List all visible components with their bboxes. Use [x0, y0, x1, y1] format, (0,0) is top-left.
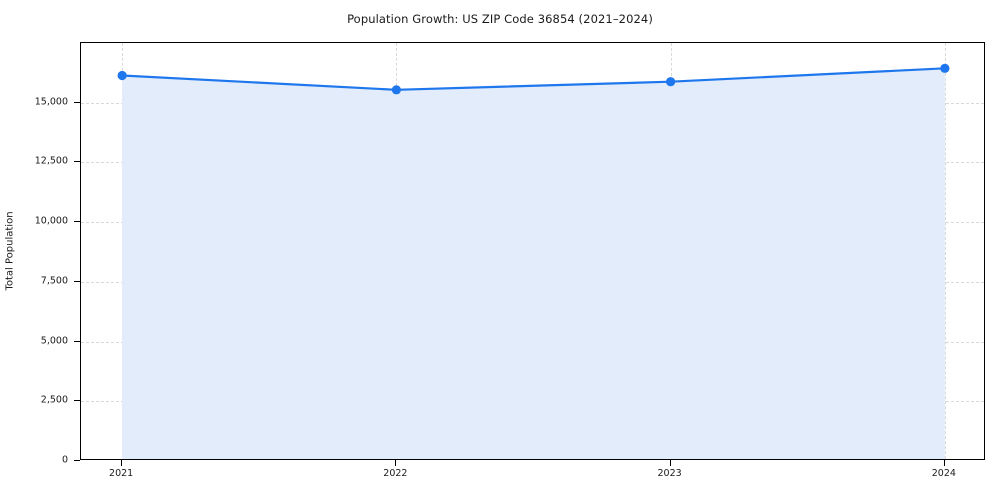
- y-axis-tick-label: 5,000: [40, 335, 68, 347]
- data-point-marker: [666, 77, 676, 87]
- series-markers: [117, 63, 950, 95]
- x-axis-tick-mark: [395, 460, 397, 466]
- x-axis-tick-mark: [121, 460, 123, 466]
- y-axis-tick-label: 0: [61, 454, 68, 466]
- y-axis-tick-label: 2,500: [40, 394, 68, 406]
- y-axis-tick-label: 15,000: [34, 96, 68, 108]
- x-axis-tick-mark: [943, 460, 945, 466]
- y-axis-tick-label: 10,000: [34, 215, 68, 227]
- x-axis-tick-mark: [669, 460, 671, 466]
- y-axis-tick-mark: [74, 101, 80, 103]
- y-axis-tick-label: 7,500: [40, 275, 68, 287]
- y-axis-tick-mark: [74, 221, 80, 223]
- y-axis-tick-mark: [74, 400, 80, 402]
- data-point-marker: [940, 63, 950, 73]
- x-axis-tick-label: 2024: [931, 468, 956, 479]
- y-axis-tick-mark: [74, 280, 80, 282]
- x-axis-tick-label: 2023: [657, 468, 682, 479]
- series-line: [121, 67, 946, 91]
- x-axis-tick-labels: 2021 2022 2023 2024: [0, 460, 1000, 490]
- data-point-marker: [117, 70, 127, 81]
- data-point-marker: [391, 85, 401, 95]
- y-axis-tick-mark: [74, 161, 80, 163]
- x-axis-tick-label: 2021: [109, 468, 134, 479]
- y-axis-tick-mark: [74, 460, 80, 461]
- chart-title: Population Growth: US ZIP Code 36854 (20…: [347, 12, 653, 26]
- y-axis-tick-label: 12,500: [34, 155, 68, 167]
- data-series-layer: [117, 63, 950, 459]
- x-axis-tick-label: 2022: [383, 468, 408, 479]
- plot-area: [80, 42, 985, 460]
- y-axis-tick-labels: 0 2,500 5,000 7,500 10,000 12,500 15,000: [0, 42, 68, 465]
- y-axis-tick-mark: [74, 340, 80, 342]
- area-fill: [122, 68, 945, 459]
